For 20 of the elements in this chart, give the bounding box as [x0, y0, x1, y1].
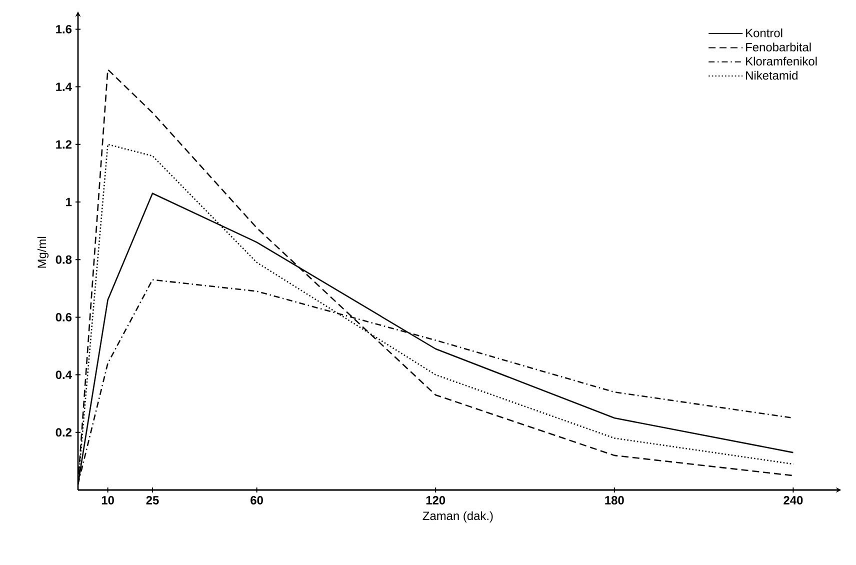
x-tick-label: 240: [784, 496, 803, 504]
x-axis-title: Zaman (dak.): [422, 511, 493, 522]
x-tick-label: 180: [605, 496, 624, 504]
y-tick-label: 0.4: [56, 370, 72, 380]
y-tick-label: 1.6: [56, 24, 72, 34]
x-tick-label: 60: [250, 496, 263, 504]
y-tick-label: 1.4: [56, 82, 72, 91]
x-tick-label: 25: [146, 496, 159, 504]
y-tick-label: 0.2: [56, 428, 72, 437]
legend-label: Niketamid: [746, 70, 798, 80]
legend-label: Kloramfenikol: [746, 56, 817, 66]
y-tick-label: 0.6: [56, 312, 72, 322]
y-tick-label: 0.8: [56, 255, 72, 264]
y-tick-label: 1.2: [56, 140, 72, 149]
x-tick-label: 120: [426, 496, 446, 504]
y-axis-title: Mg/ml: [37, 236, 49, 268]
legend-label: Kontrol: [746, 28, 782, 38]
x-tick-label: 10: [102, 496, 114, 504]
legend-label: Fenobarbital: [746, 42, 811, 52]
y-tick-label: 1: [66, 198, 72, 206]
